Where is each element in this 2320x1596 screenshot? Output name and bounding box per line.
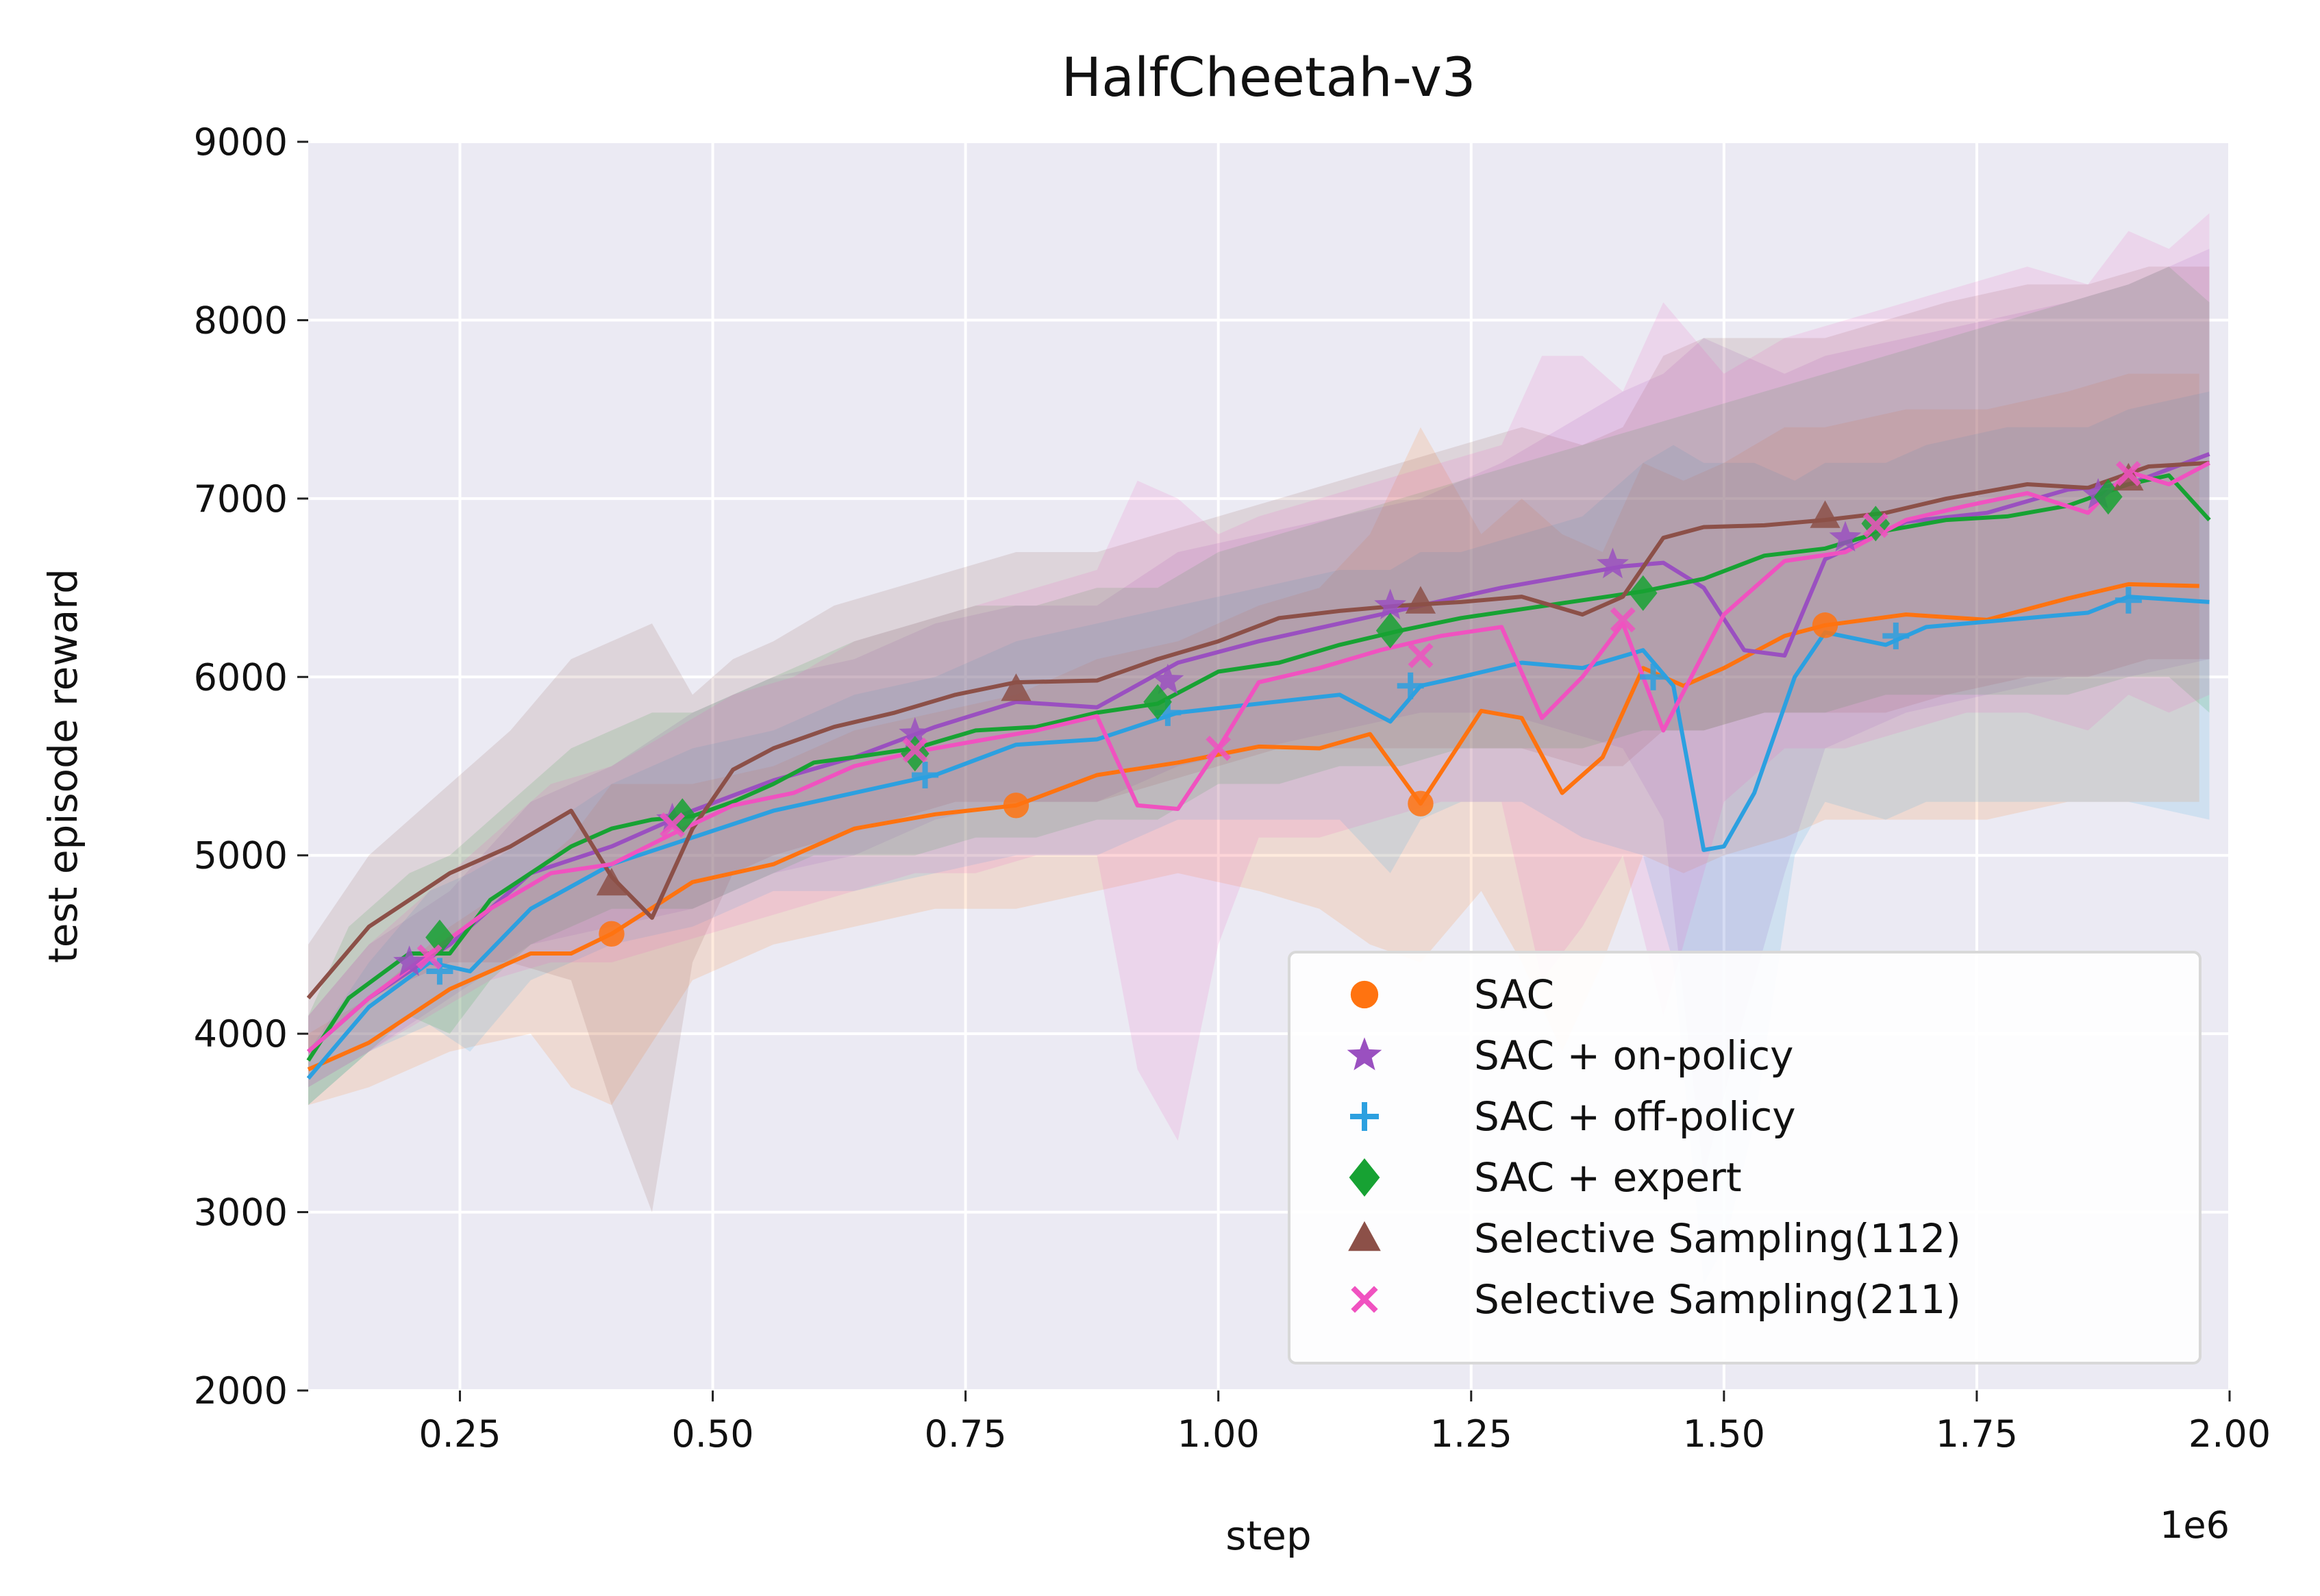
series-1-marker	[393, 945, 426, 976]
x-axis-label: step	[1225, 1512, 1311, 1559]
x-tick-label: 1.75	[1936, 1412, 2018, 1456]
series-1-marker	[1597, 547, 1629, 579]
series-3-marker	[1143, 684, 1172, 720]
legend-marker-5	[1351, 1286, 1378, 1313]
series-1-marker	[1829, 521, 1862, 552]
y-tick-label: 9000	[194, 121, 288, 164]
series-4-band	[308, 266, 2210, 1212]
x-axis-offset-label: 1e6	[2160, 1504, 2230, 1547]
legend-label-5: Selective Sampling(211)	[1474, 1276, 1961, 1323]
legend-box	[1288, 951, 2201, 1364]
x-tick-label: 0.75	[924, 1412, 1006, 1456]
series-5-marker-b	[1610, 607, 1636, 633]
series-3-marker	[425, 919, 454, 956]
legend-label-3: SAC + expert	[1474, 1154, 1742, 1201]
series-5-marker	[2115, 460, 2141, 486]
x-tick-label: 2.00	[2188, 1412, 2271, 1456]
series-5-band	[308, 213, 2210, 1141]
chart-title: HalfCheetah-v3	[1061, 47, 1475, 109]
legend-label-4: Selective Sampling(112)	[1474, 1215, 1961, 1262]
series-1-marker	[1151, 663, 1184, 695]
series-5-marker-b	[1408, 643, 1434, 669]
series-2-marker	[912, 762, 939, 789]
series-0-marker	[1812, 612, 1838, 638]
series-4-marker	[596, 867, 627, 896]
legend-marker-3	[1349, 1158, 1380, 1197]
series-markers	[393, 460, 2144, 985]
series-2-marker	[1640, 663, 1667, 690]
series-5-marker	[1206, 736, 1232, 761]
x-tick-label: 0.25	[419, 1412, 501, 1456]
legend-marker-2	[1350, 1102, 1379, 1131]
series-5-marker-b	[2115, 460, 2141, 486]
legend: SAC SAC + on-policy SAC + off-policy SAC + …	[1288, 951, 2201, 1364]
y-tick-label: 6000	[194, 656, 288, 699]
series-0-marker	[1408, 790, 1434, 816]
series-2-marker	[426, 958, 453, 985]
series-4-marker	[1001, 673, 1032, 701]
legend-marker-0	[1350, 980, 1379, 1009]
y-tick-label: 5000	[194, 834, 288, 877]
y-tick-label: 4000	[194, 1012, 288, 1056]
series-5-marker	[416, 944, 442, 970]
series-1-marker	[1374, 588, 1407, 620]
legend-label-0: SAC	[1474, 971, 1554, 1018]
x-tick-label: 1.50	[1683, 1412, 1765, 1456]
series-5-marker-b	[416, 944, 442, 970]
y-tick-label: 8000	[194, 299, 288, 342]
y-tick-label: 3000	[194, 1191, 288, 1234]
series-4-marker	[1405, 586, 1436, 614]
legend-marker-4	[1348, 1221, 1381, 1251]
series-0-marker	[599, 921, 625, 947]
legend-marker-5-b	[1351, 1286, 1378, 1313]
series-5-marker	[1610, 607, 1636, 633]
series-5-marker-b	[1862, 512, 1888, 538]
series-3-marker	[1628, 575, 1658, 611]
series-5-marker-b	[1206, 736, 1232, 761]
x-tick-label: 1.25	[1430, 1412, 1512, 1456]
series-2-marker	[1882, 622, 1910, 649]
x-tick-label: 0.50	[671, 1412, 753, 1456]
legend-label-2: SAC + off-policy	[1474, 1093, 1796, 1140]
series-0-band	[308, 373, 2199, 1106]
legend-label-1: SAC + on-policy	[1474, 1032, 1793, 1079]
series-5-marker	[1408, 643, 1434, 669]
axes: 0.25 0.50 0.75 1.00 1.25 1.50 1.75 2.00 2000 3000…	[194, 121, 2271, 1456]
series-4-marker	[1810, 500, 1841, 528]
y-tick-label: 2000	[194, 1369, 288, 1412]
y-tick-label: 7000	[194, 477, 288, 521]
y-axis-label: test episode reward	[40, 569, 86, 963]
series-5-marker	[902, 737, 928, 763]
series-0-marker	[1003, 793, 1030, 819]
series-5-marker-b	[660, 812, 685, 838]
legend-marker-1	[1347, 1037, 1382, 1071]
x-tick-label: 1.00	[1177, 1412, 1260, 1456]
series-5-line	[307, 461, 2210, 1053]
series-2-marker	[2115, 586, 2142, 614]
series-5-marker-b	[902, 737, 928, 763]
series-1-marker	[899, 716, 932, 748]
series-3-marker	[2094, 479, 2123, 515]
series-5-marker	[1862, 512, 1888, 538]
series-2-marker	[1397, 672, 1424, 699]
series-5-marker	[660, 812, 685, 838]
series-4-line	[306, 460, 2210, 1000]
series-3-marker	[1375, 612, 1405, 649]
series-1-band	[308, 249, 2210, 1177]
